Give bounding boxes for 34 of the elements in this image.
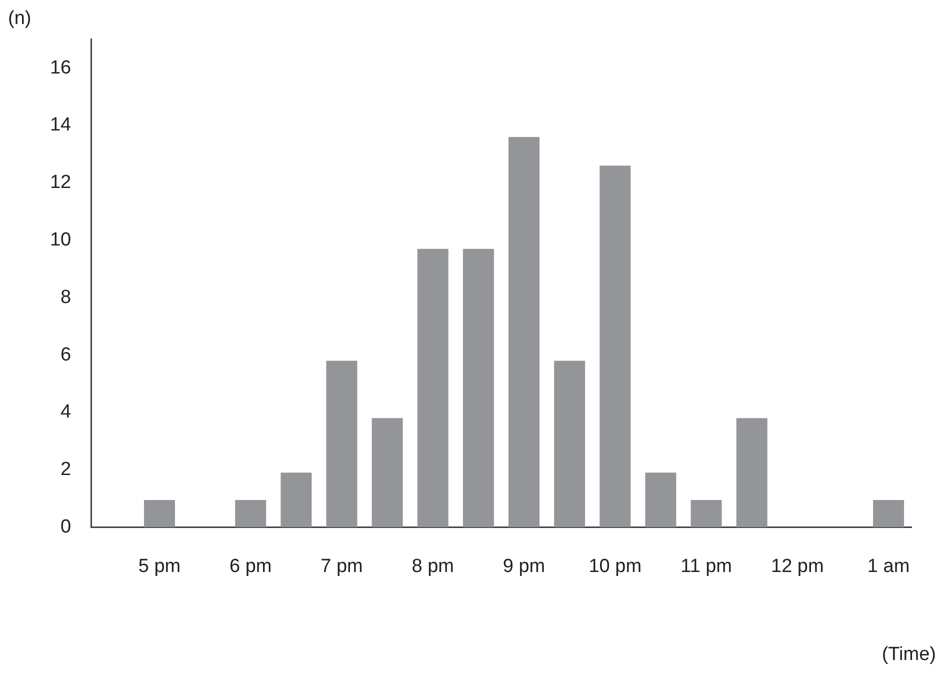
x-axis-title: (Time) <box>882 644 936 666</box>
y-tick-label: 6 <box>60 344 72 366</box>
x-tick-label: 9 pm <box>502 556 546 577</box>
bar <box>554 360 586 528</box>
bar <box>690 500 722 528</box>
bar <box>600 166 631 528</box>
x-tick-label: 8 pm <box>412 556 454 577</box>
x-tick-label: 11 pm <box>680 556 732 577</box>
x-tick-label: 1 am <box>867 556 910 577</box>
bar <box>280 472 312 528</box>
bar <box>462 248 494 528</box>
x-tick-label: 6 pm <box>229 556 272 577</box>
bar <box>235 500 266 528</box>
bar <box>645 472 676 528</box>
y-tick-label: 16 <box>50 57 72 78</box>
y-tick-label: 10 <box>50 229 72 250</box>
x-tick-label: 10 pm <box>588 556 642 577</box>
bar <box>736 418 768 528</box>
x-tick-label: 5 pm <box>138 556 181 577</box>
y-axis-title: (n) <box>8 8 32 30</box>
bar <box>326 360 358 528</box>
y-tick-label: 2 <box>60 459 72 480</box>
y-tick-label: 0 <box>60 516 72 538</box>
y-tick-label: 14 <box>50 114 72 136</box>
bar <box>508 136 540 528</box>
bar <box>873 500 904 528</box>
bar <box>372 418 403 528</box>
x-tick-label: 7 pm <box>320 556 363 577</box>
y-tick-label: 12 <box>50 172 72 194</box>
y-tick-label: 8 <box>60 286 72 308</box>
bar <box>417 248 448 528</box>
x-tick-label: 12 pm <box>771 556 824 577</box>
bar <box>144 500 175 528</box>
y-tick-label: 4 <box>60 402 72 423</box>
